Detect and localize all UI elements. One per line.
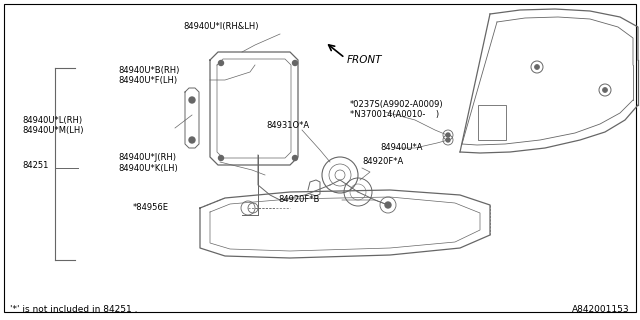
Text: *N370014(A0010-    ): *N370014(A0010- ) xyxy=(350,110,439,119)
Bar xyxy=(478,105,506,140)
Text: 84920F*A: 84920F*A xyxy=(362,157,403,166)
Text: 84940U*A: 84940U*A xyxy=(380,143,422,153)
Text: *0237S(A9902-A0009): *0237S(A9902-A0009) xyxy=(350,100,444,109)
Text: 84940U*J(RH): 84940U*J(RH) xyxy=(118,154,176,163)
Circle shape xyxy=(292,60,298,66)
Circle shape xyxy=(385,202,391,208)
Text: 84940U*B(RH): 84940U*B(RH) xyxy=(118,66,179,75)
Circle shape xyxy=(189,137,195,143)
Text: 84940U*M(LH): 84940U*M(LH) xyxy=(22,125,83,134)
Circle shape xyxy=(189,97,195,103)
Circle shape xyxy=(218,156,223,161)
Text: 84920F*B: 84920F*B xyxy=(278,196,319,204)
Text: 84940U*K(LH): 84940U*K(LH) xyxy=(118,164,178,172)
Circle shape xyxy=(446,138,450,142)
Text: '*' is not included in 84251 .: '*' is not included in 84251 . xyxy=(10,306,138,315)
Circle shape xyxy=(292,156,298,161)
Text: 84940U*I(RH&LH): 84940U*I(RH&LH) xyxy=(183,22,259,31)
Text: 84931O*A: 84931O*A xyxy=(266,121,309,130)
Text: FRONT: FRONT xyxy=(347,55,383,65)
Text: 84940U*L(RH): 84940U*L(RH) xyxy=(22,116,82,124)
Text: 84251: 84251 xyxy=(22,161,49,170)
Circle shape xyxy=(602,87,607,92)
Text: 84940U*F(LH): 84940U*F(LH) xyxy=(118,76,177,84)
Circle shape xyxy=(534,65,540,69)
Circle shape xyxy=(446,133,450,137)
Circle shape xyxy=(218,60,223,66)
Text: *84956E: *84956E xyxy=(133,203,169,212)
Text: A842001153: A842001153 xyxy=(572,306,630,315)
